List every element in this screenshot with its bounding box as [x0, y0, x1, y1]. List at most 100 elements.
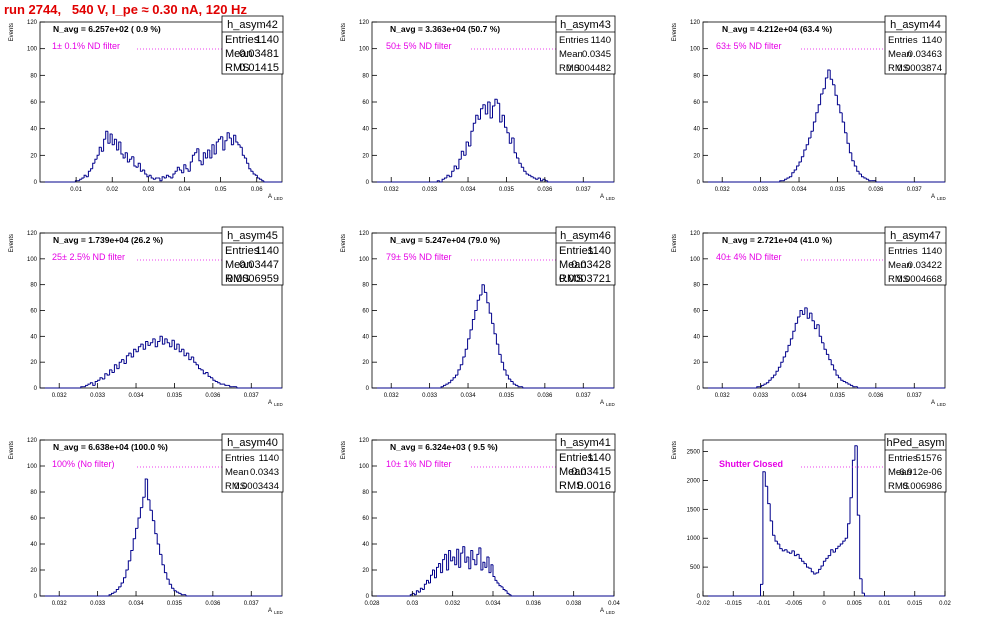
histogram-bin [142, 169, 145, 172]
x-tick-label: 0.06 [251, 187, 263, 193]
y-tick-label: 120 [359, 231, 370, 237]
histogram-bin [827, 555, 831, 559]
histogram-bin [118, 586, 122, 590]
histogram-bin [248, 163, 251, 170]
stat-label: Mean [559, 49, 583, 60]
histogram-bin [793, 169, 797, 173]
histogram-bin [133, 156, 137, 167]
x-tick-label: 0.02 [106, 187, 118, 193]
histogram-bin [479, 294, 482, 301]
histogram-bin [175, 590, 179, 593]
y-tick-label: 20 [362, 360, 369, 366]
histogram-bin [87, 383, 91, 386]
x-tick-label: 0.01 [879, 601, 891, 607]
histogram-bin [127, 560, 131, 570]
histogram-bin [859, 515, 863, 580]
y-tick-label: 60 [693, 100, 700, 106]
histogram-bin [798, 161, 802, 166]
histogram-bin [786, 177, 790, 180]
histogram-bin [787, 344, 791, 352]
histogram-bin [417, 590, 421, 593]
stat-value: 1140 [587, 245, 611, 257]
y-tick-label: 60 [30, 100, 37, 106]
histogram-bin [209, 150, 212, 159]
x-tick-label: 0.038 [566, 601, 582, 607]
stats-box-frame [884, 15, 947, 75]
histogram-bin [116, 364, 120, 370]
histogram-bin [530, 175, 534, 178]
stat-label: RMS [888, 274, 909, 285]
histogram-bin [468, 557, 471, 570]
histogram-bin [243, 155, 247, 159]
histogram-bin [507, 375, 511, 380]
histogram-bin [147, 341, 151, 346]
histogram-bin [191, 154, 195, 162]
histogram-bin [865, 178, 869, 180]
histogram-bin [789, 338, 793, 346]
filter-label: 10± 1% ND filter [386, 459, 451, 469]
stat-value: 0.01415 [239, 62, 279, 74]
histogram-bin [94, 381, 98, 386]
x-axis-label: A LED [931, 194, 947, 201]
histogram-bin [820, 565, 824, 570]
histogram-bin [450, 379, 454, 383]
histogram-bin [861, 174, 864, 178]
histogram-bin [804, 307, 808, 315]
histogram-bin [780, 361, 784, 368]
histogram-bin [803, 149, 807, 157]
histogram-bin [434, 570, 437, 579]
histogram-bin [202, 152, 206, 165]
histogram-bin [842, 380, 846, 382]
x-axis-label-main: A [268, 194, 272, 200]
x-tick-label: 0.032 [715, 187, 731, 193]
histogram-bin [92, 162, 95, 169]
y-tick-label: 80 [362, 490, 369, 496]
run-title: run 2744, 540 V, I_pe ≈ 0.30 nA, 120 Hz [4, 2, 247, 17]
histogram-bin [81, 177, 85, 180]
y-tick-label: 0 [366, 180, 370, 186]
histogram-name: hPed_asym [886, 437, 944, 449]
histogram-bin [111, 592, 114, 595]
x-axis-label-main: A [931, 400, 935, 406]
x-tick-label: 0.035 [167, 601, 183, 607]
histogram-bin [779, 544, 783, 550]
histogram-bin [252, 171, 256, 175]
histogram-bin [845, 381, 848, 384]
x-tick-label: 0.032 [52, 393, 68, 399]
histogram-bin [226, 132, 230, 141]
histogram-bin [87, 170, 91, 177]
x-axis-label-sub: LED [937, 402, 947, 407]
stat-value: 1140 [922, 246, 942, 257]
histogram-baseline [864, 593, 945, 597]
histogram-bin [458, 158, 462, 169]
histogram-bins [40, 335, 282, 389]
stat-label: Mean [888, 260, 912, 271]
histogram-panel-h_asym40: 0.032 0.033 0.034 0.035 0.036 0.037 0 20 40 60 80 1… [9, 433, 284, 615]
histogram-bin [90, 168, 93, 172]
histogram-bin [523, 167, 527, 172]
histogram-bin [492, 564, 495, 577]
histogram-bin [789, 552, 792, 554]
histogram-bin [775, 370, 779, 376]
y-tick-label: 80 [30, 283, 37, 289]
histogram-bin [116, 139, 119, 151]
histogram-bin [217, 138, 221, 142]
histogram-bin [458, 549, 461, 568]
x-tick-label: 0.035 [499, 393, 515, 399]
x-tick-label: 0.03 [406, 601, 418, 607]
histogram-bin [813, 320, 817, 330]
histogram-bin [494, 98, 498, 106]
histogram-bin [168, 175, 171, 178]
histogram-bin [492, 105, 495, 118]
histogram-bin [198, 364, 201, 370]
histogram-bin [470, 130, 474, 146]
stat-label: Entries [559, 35, 589, 46]
histogram-bin [799, 310, 803, 317]
histogram-bin [512, 381, 516, 385]
x-tick-label: 0.032 [445, 601, 461, 607]
stat-label: Mean [559, 466, 587, 478]
navg-label: N_avg = 5.247e+04 (79.0 %) [390, 235, 500, 245]
x-tick-label: 0.05 [215, 187, 227, 193]
histogram-bin [118, 361, 122, 369]
